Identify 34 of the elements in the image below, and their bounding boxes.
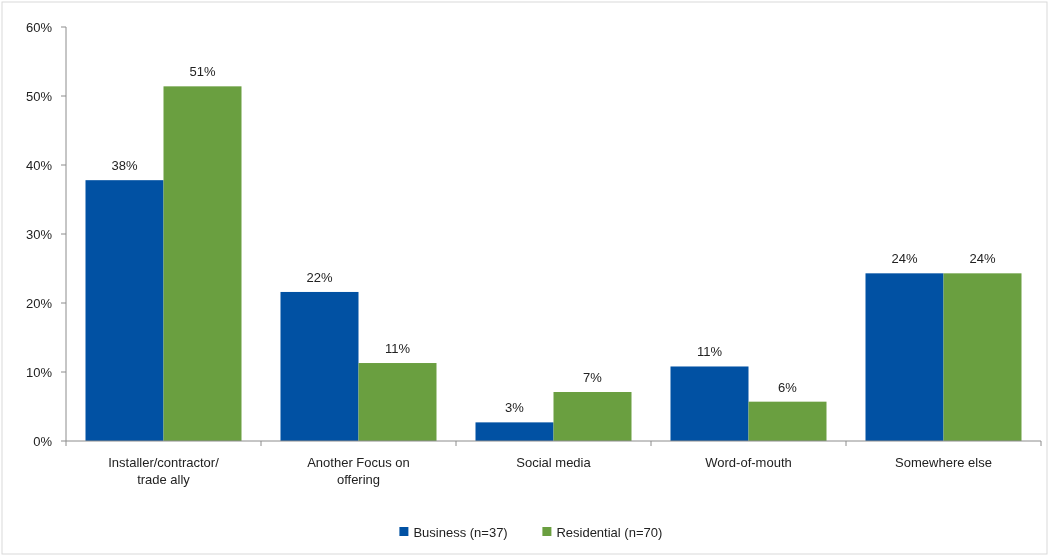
bar xyxy=(943,273,1022,441)
data-label: 51% xyxy=(189,64,216,80)
x-tick-label: Another Focus on offering xyxy=(307,455,410,487)
bar xyxy=(280,291,359,441)
bar xyxy=(670,366,749,441)
legend-label: Residential (n=70) xyxy=(556,524,663,540)
y-tick-label: 0% xyxy=(33,433,53,449)
y-tick-label: 20% xyxy=(25,295,53,311)
data-label: 11% xyxy=(384,341,411,357)
y-tick-label: 60% xyxy=(25,19,53,35)
y-tick-label: 40% xyxy=(25,157,53,173)
data-label: 24% xyxy=(891,251,918,267)
x-tick-label: Social media xyxy=(516,455,592,470)
bar xyxy=(553,392,632,441)
data-label: 24% xyxy=(969,251,996,267)
bar xyxy=(748,401,827,441)
data-label: 11% xyxy=(696,344,723,360)
bar xyxy=(163,86,242,441)
y-tick-label: 10% xyxy=(25,364,53,380)
y-tick-label: 50% xyxy=(25,88,53,104)
x-tick-label: Installer/contractor/ trade ally xyxy=(108,455,220,487)
y-tick-label: 30% xyxy=(25,226,53,242)
x-tick-label: Somewhere else xyxy=(895,455,992,470)
bar xyxy=(85,180,164,441)
bar xyxy=(475,422,554,441)
legend-label: Business (n=37) xyxy=(413,524,508,540)
data-label: 22% xyxy=(306,269,333,285)
data-label: 38% xyxy=(111,158,138,174)
data-label: 3% xyxy=(505,400,525,416)
data-label: 6% xyxy=(778,379,798,395)
bar xyxy=(358,363,437,441)
data-label: 7% xyxy=(583,370,603,386)
bar xyxy=(865,273,944,441)
x-tick-label: Word-of-mouth xyxy=(705,455,792,470)
